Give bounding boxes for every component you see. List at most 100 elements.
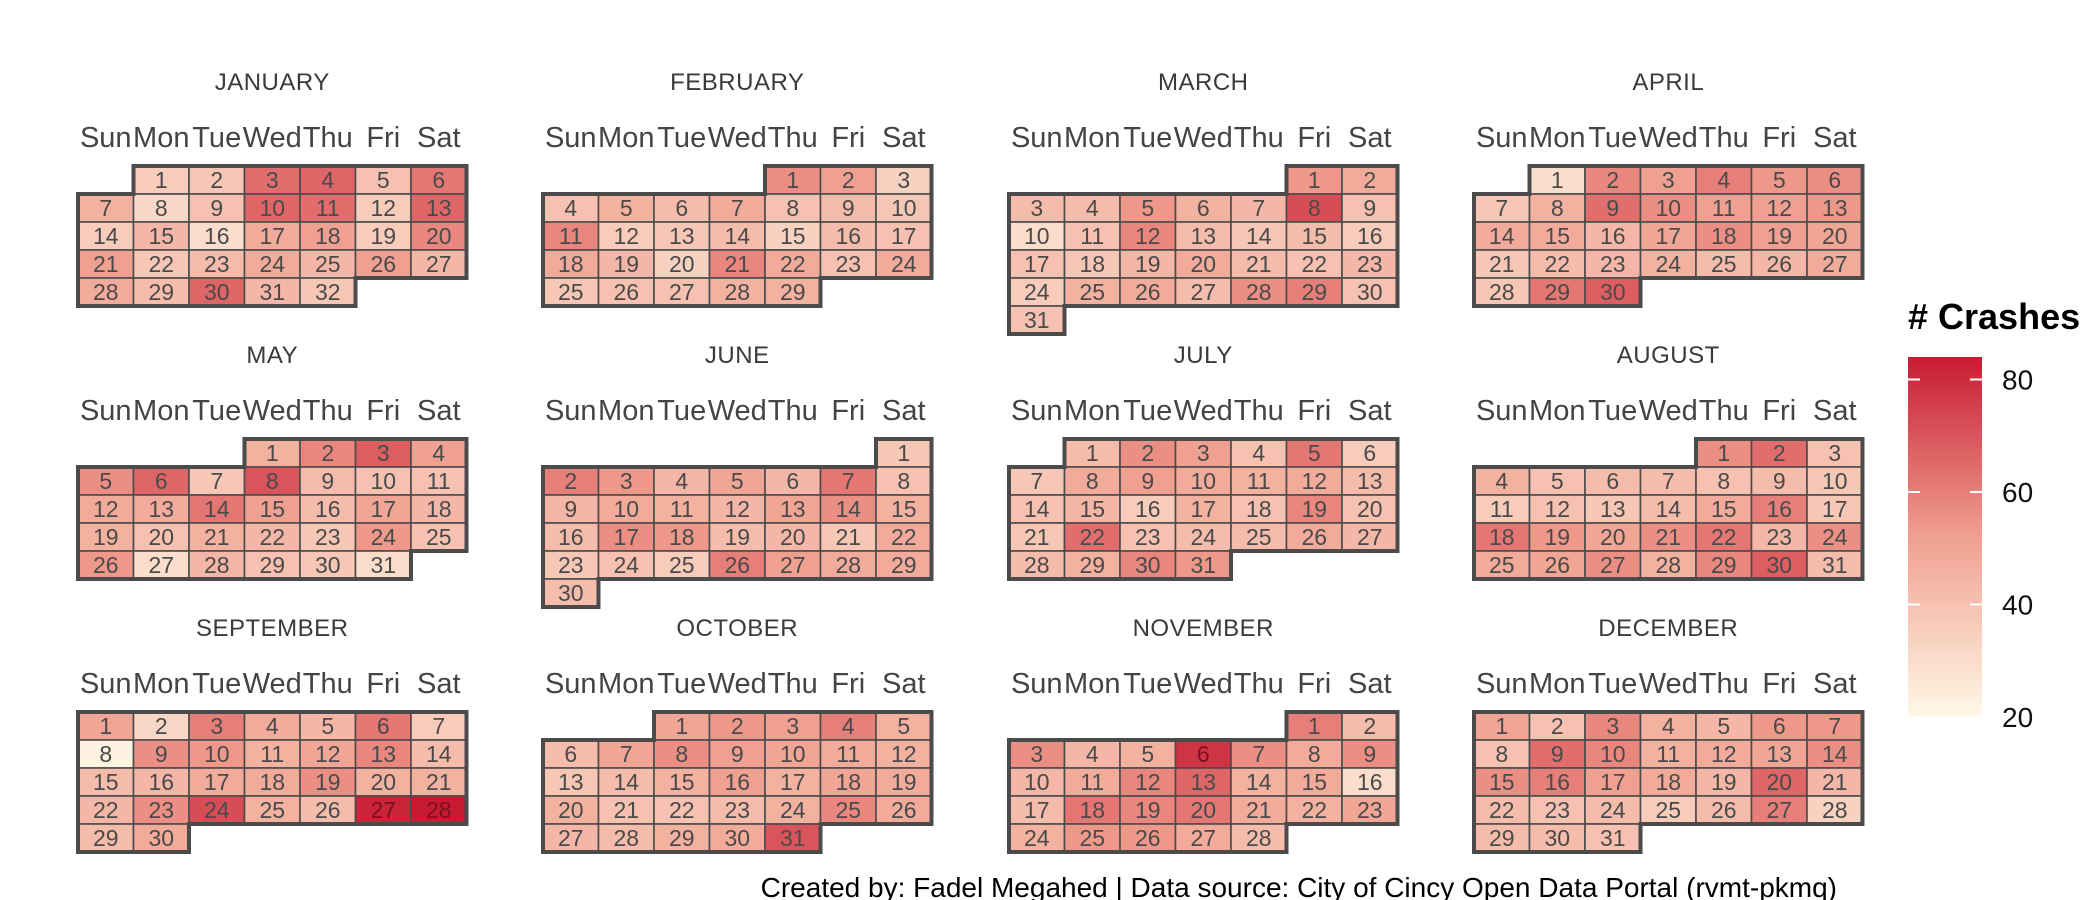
day-cell	[653, 739, 711, 769]
weekday-label-sun: Sun	[1476, 395, 1528, 427]
day-number: 28	[1246, 825, 1272, 851]
day-cell	[1584, 221, 1642, 251]
day-cell	[708, 739, 766, 769]
day-number: 25	[1246, 524, 1272, 550]
day-number: 1	[786, 167, 799, 193]
month-title: JUNE	[705, 342, 770, 369]
day-cell	[188, 466, 246, 496]
day-number: 27	[1766, 797, 1792, 823]
day-number: 8	[1308, 195, 1321, 221]
day-number: 5	[1308, 440, 1321, 466]
day-number: 5	[731, 468, 744, 494]
day-number: 31	[259, 279, 285, 305]
day-number: 10	[1024, 769, 1050, 795]
legend-tick-label: 20	[2002, 702, 2033, 733]
day-cell	[188, 221, 246, 251]
weekday-label-thu: Thu	[1234, 122, 1284, 154]
day-number: 23	[835, 251, 861, 277]
day-number: 21	[1822, 769, 1848, 795]
day-number: 6	[675, 195, 688, 221]
day-cell	[1230, 438, 1288, 468]
day-cell	[243, 221, 301, 251]
day-number: 27	[558, 825, 584, 851]
day-cell	[1008, 221, 1066, 251]
month-outline	[1007, 437, 1400, 581]
weekday-label-tue: Tue	[657, 122, 706, 154]
day-number: 22	[1544, 251, 1570, 277]
day-number: 30	[724, 825, 750, 851]
day-cell	[243, 277, 301, 307]
weekday-label-mon: Mon	[1064, 668, 1120, 700]
weekday-label-sat: Sat	[882, 668, 926, 700]
month-outline	[76, 710, 469, 854]
day-number: 23	[1135, 524, 1161, 550]
day-cell	[1695, 193, 1753, 223]
day-number: 17	[891, 223, 917, 249]
weekday-label-tue: Tue	[192, 668, 241, 700]
day-number: 22	[1079, 524, 1105, 550]
day-cell	[243, 795, 301, 825]
day-number: 19	[1544, 524, 1570, 550]
day-number: 14	[1822, 741, 1848, 767]
day-number: 16	[1766, 496, 1792, 522]
day-cell	[1584, 193, 1642, 223]
weekday-label-sat: Sat	[1348, 395, 1392, 427]
day-number: 22	[1301, 797, 1327, 823]
day-cell	[764, 550, 822, 580]
day-number: 3	[897, 167, 910, 193]
day-number: 13	[1190, 769, 1216, 795]
day-number: 24	[1024, 825, 1050, 851]
day-number: 25	[669, 552, 695, 578]
weekday-label-sun: Sun	[80, 668, 132, 700]
day-number: 14	[835, 496, 861, 522]
month-outline	[1007, 164, 1400, 336]
day-number: 20	[370, 769, 396, 795]
day-number: 2	[1773, 440, 1786, 466]
day-cell	[597, 249, 655, 279]
day-number: 19	[1301, 496, 1327, 522]
day-number: 2	[155, 713, 168, 739]
weekday-label-sat: Sat	[417, 122, 461, 154]
day-number: 1	[1308, 713, 1321, 739]
weekday-label-mon: Mon	[598, 395, 654, 427]
weekday-label-sat: Sat	[417, 395, 461, 427]
weekday-label-sun: Sun	[1011, 395, 1063, 427]
weekday-label-thu: Thu	[303, 668, 353, 700]
day-number: 18	[1655, 769, 1681, 795]
legend-tick-label: 60	[2002, 477, 2033, 508]
day-number: 8	[1551, 195, 1564, 221]
day-cell	[1584, 550, 1642, 580]
day-number: 29	[780, 279, 806, 305]
day-cell	[875, 438, 933, 468]
day-number: 18	[426, 496, 452, 522]
day-number: 20	[1766, 769, 1792, 795]
day-number: 2	[1141, 440, 1154, 466]
day-cell	[1230, 221, 1288, 251]
day-number: 9	[731, 741, 744, 767]
weekday-label-tue: Tue	[1123, 122, 1172, 154]
day-cell	[1528, 277, 1586, 307]
day-number: 14	[426, 741, 452, 767]
day-number: 11	[1080, 769, 1104, 795]
day-number: 9	[321, 468, 334, 494]
weekday-label-thu: Thu	[1234, 395, 1284, 427]
day-number: 27	[1822, 251, 1848, 277]
day-cell	[597, 767, 655, 797]
day-cell	[410, 249, 468, 279]
day-number: 19	[370, 223, 396, 249]
day-number: 29	[1301, 279, 1327, 305]
day-cell	[77, 711, 135, 741]
weekday-label-thu: Thu	[1234, 668, 1284, 700]
legend-color-bar	[1908, 357, 1982, 717]
day-number: 21	[1246, 251, 1272, 277]
month-outline	[1472, 437, 1865, 581]
day-number: 23	[1766, 524, 1792, 550]
day-cell	[1750, 522, 1808, 552]
weekday-label-sat: Sat	[1813, 668, 1857, 700]
day-cell	[1639, 550, 1697, 580]
day-number: 6	[564, 741, 577, 767]
